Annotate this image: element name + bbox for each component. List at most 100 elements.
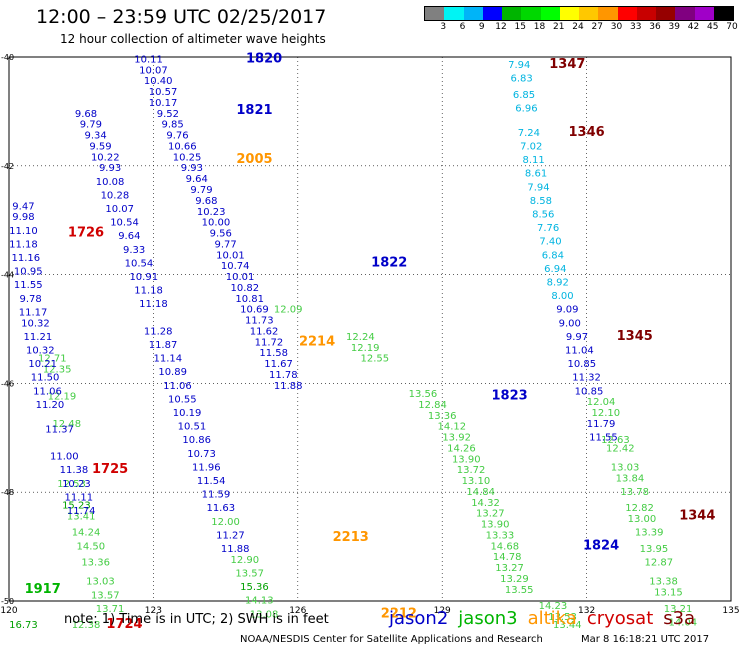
data-label: 12.24 xyxy=(346,332,375,343)
colorbar-swatch xyxy=(463,7,483,20)
data-label: 13.33 xyxy=(486,530,515,541)
pass-label: 1822 xyxy=(371,255,407,270)
data-label: 10.69 xyxy=(240,305,269,316)
data-label: 11.67 xyxy=(264,359,293,370)
data-label: 7.94 xyxy=(527,182,549,193)
y-tick-label: -46 xyxy=(1,379,14,388)
data-label: 15.23 xyxy=(62,501,91,512)
data-label: 12.35 xyxy=(43,365,72,376)
data-label: 12.55 xyxy=(360,354,389,365)
data-label: 13.08 xyxy=(250,609,279,620)
data-label: 9.79 xyxy=(80,120,102,131)
data-label: 10.74 xyxy=(221,261,250,272)
data-label: 10.32 xyxy=(26,345,55,356)
data-label: 11.32 xyxy=(572,373,601,384)
data-label: 11.74 xyxy=(67,506,96,517)
data-label: 12.19 xyxy=(48,392,77,403)
page-subtitle: 12 hour collection of altimeter wave hei… xyxy=(60,32,326,46)
data-label: 11.18 xyxy=(9,239,38,250)
colorbar-swatch xyxy=(502,7,522,20)
data-label: 11.55 xyxy=(14,280,43,291)
pass-label: 1726 xyxy=(68,226,104,241)
data-label: 11.16 xyxy=(12,253,41,264)
colorbar-swatch xyxy=(675,7,695,20)
colorbar-swatch xyxy=(521,7,541,20)
data-label: 10.28 xyxy=(101,190,130,201)
pass-label: 1724 xyxy=(106,617,142,632)
pass-label: 2212 xyxy=(381,606,417,621)
data-label: 13.55 xyxy=(505,585,534,596)
y-tick-label: -42 xyxy=(1,162,14,171)
colorbar-swatch xyxy=(636,7,656,20)
data-label: 10.86 xyxy=(182,435,211,446)
data-label: 10.07 xyxy=(105,204,134,215)
credit-line: NOAA/NESDIS Center for Satellite Applica… xyxy=(240,634,543,645)
data-label: 13.36 xyxy=(81,558,110,569)
colorbar-swatch xyxy=(656,7,676,20)
data-label: 10.73 xyxy=(187,449,216,460)
data-label: 10.54 xyxy=(110,218,139,229)
data-label: 11.18 xyxy=(139,299,168,310)
pass-label: 1345 xyxy=(617,329,653,344)
data-label: 12.10 xyxy=(592,408,621,419)
data-label: 10.11 xyxy=(134,54,163,65)
colorbar-label: 24 xyxy=(572,22,584,32)
colorbar-label: 42 xyxy=(687,22,700,32)
data-label: 9.64 xyxy=(118,231,140,242)
data-label: 8.56 xyxy=(532,209,554,220)
colorbar-swatch xyxy=(617,7,637,20)
data-label: 14.13 xyxy=(245,596,274,607)
x-tick-label: 132 xyxy=(578,606,595,616)
pass-label: 2005 xyxy=(236,152,272,167)
y-tick-label: -40 xyxy=(1,53,14,62)
data-label: 9.93 xyxy=(99,163,121,174)
data-label: 10.21 xyxy=(28,359,57,370)
data-label: 11.38 xyxy=(60,465,89,476)
data-label: 8.58 xyxy=(530,196,552,207)
pass-label: 1917 xyxy=(25,582,61,597)
data-label: 12.09 xyxy=(274,305,303,316)
data-label: 14.23 xyxy=(539,601,568,612)
data-label: 11.28 xyxy=(144,326,173,337)
pass-label: 1347 xyxy=(549,57,585,72)
data-label: 10.25 xyxy=(173,152,202,163)
data-label: 9.33 xyxy=(123,245,145,256)
data-label: 10.19 xyxy=(173,408,202,419)
data-label: 12.04 xyxy=(587,397,616,408)
colorbar-label: 70 xyxy=(726,22,738,32)
data-label: 12.48 xyxy=(52,419,81,430)
data-label: 8.11 xyxy=(523,155,545,166)
data-label: 6.83 xyxy=(510,73,532,84)
data-label: 12.71 xyxy=(38,354,67,365)
data-label: 10.32 xyxy=(21,318,50,329)
data-label: 11.87 xyxy=(149,340,178,351)
data-label: 11.59 xyxy=(202,490,231,501)
data-label: 11.55 xyxy=(589,433,618,444)
data-label: 10.51 xyxy=(178,422,207,433)
data-label: 10.17 xyxy=(149,98,178,109)
data-label: 9.34 xyxy=(85,131,107,142)
data-label: 13.00 xyxy=(628,514,657,525)
y-tick-label: -50 xyxy=(1,597,14,606)
legend-item: jason2 xyxy=(389,608,449,629)
colorbar-swatch xyxy=(579,7,599,20)
colorbar-label: 36 xyxy=(649,22,661,32)
data-label: 13.71 xyxy=(96,604,125,615)
data-label: 13.36 xyxy=(428,411,457,422)
data-label: 9.09 xyxy=(556,305,578,316)
colorbar-swatch xyxy=(540,7,560,20)
data-label: 10.66 xyxy=(168,141,197,152)
pass-label: 1821 xyxy=(236,103,272,118)
x-tick-label: 123 xyxy=(145,606,162,616)
data-label: 10.01 xyxy=(226,272,255,283)
data-label: 10.40 xyxy=(144,76,173,87)
data-label: 10.01 xyxy=(216,250,245,261)
data-label: 13.29 xyxy=(500,574,529,585)
colorbar-swatch xyxy=(713,7,733,20)
data-label: 10.55 xyxy=(168,394,197,405)
data-label: 12.38 xyxy=(72,620,101,631)
data-label: 13.90 xyxy=(452,454,481,465)
data-label: 9.52 xyxy=(157,109,179,120)
data-label: 9.98 xyxy=(12,212,34,223)
data-label: 9.59 xyxy=(89,141,111,152)
